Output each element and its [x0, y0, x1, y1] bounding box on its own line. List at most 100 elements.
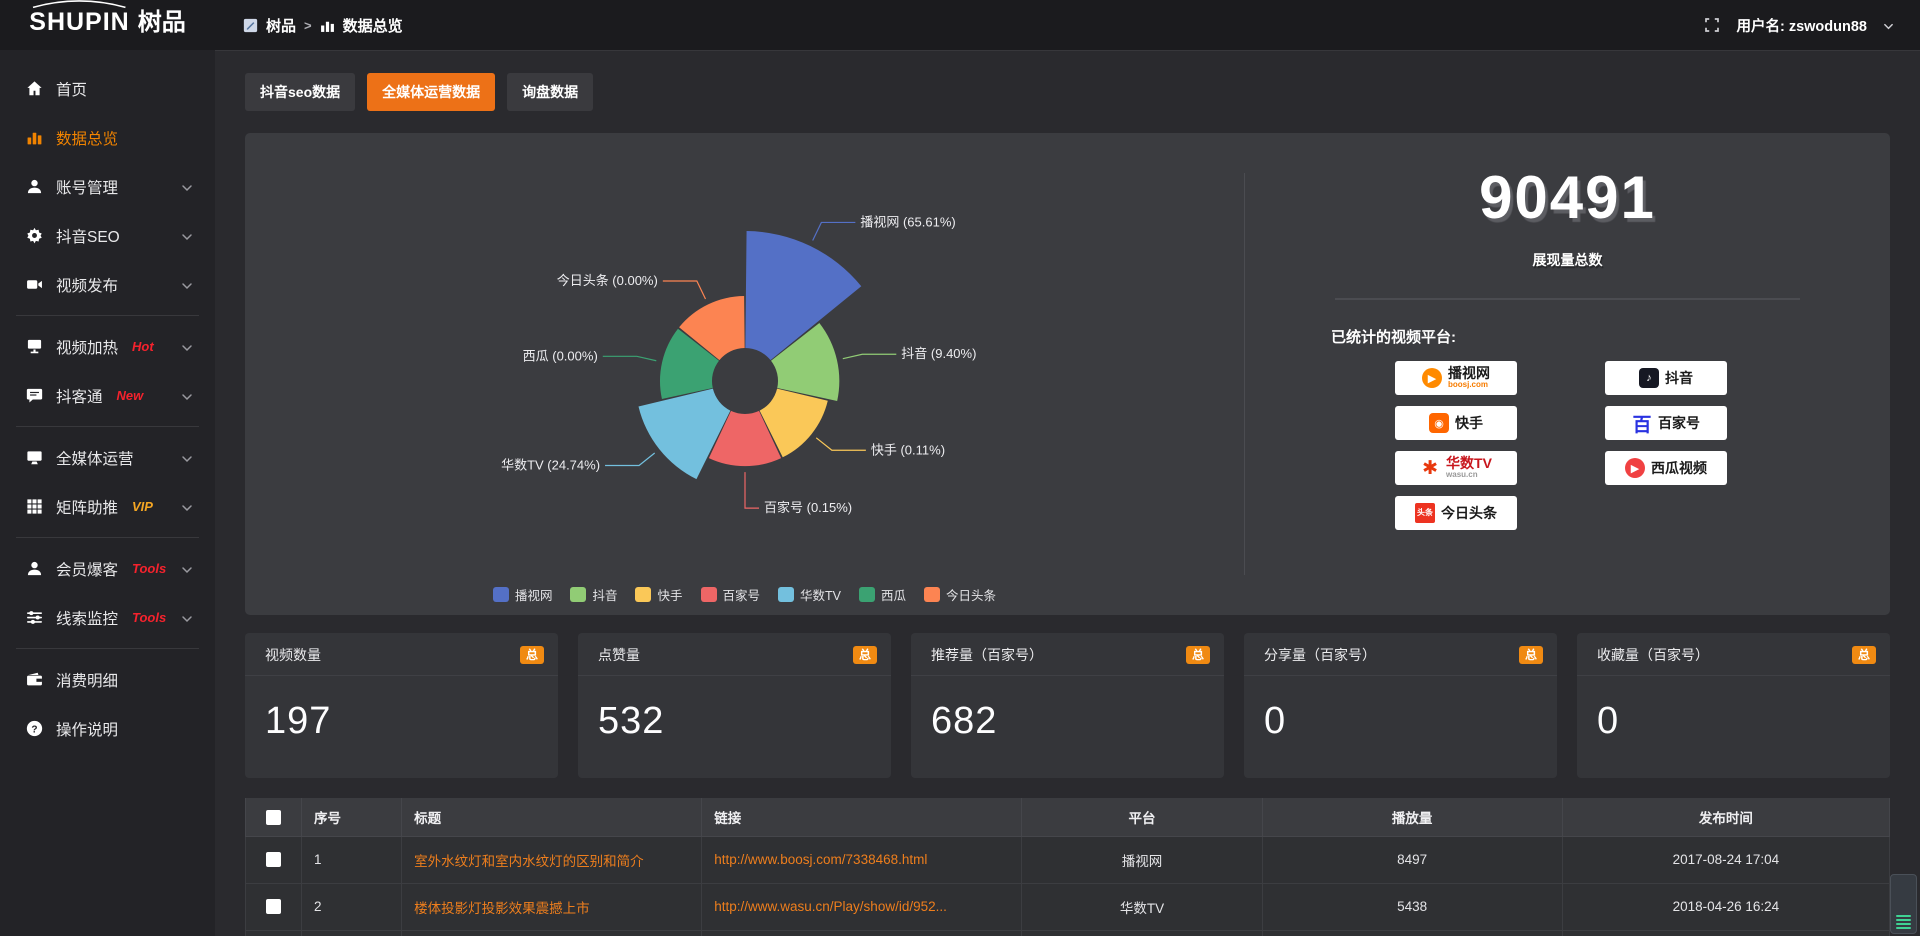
cell-title[interactable]: 楼体投影灯投影效果震撼上市 [401, 882, 703, 931]
legend-swatch [570, 587, 587, 602]
summary-divider [1335, 298, 1800, 300]
cell-plays: 5438 [1261, 882, 1563, 931]
breadcrumb-root[interactable]: 树品 [266, 17, 297, 35]
select-all-checkbox[interactable] [266, 809, 282, 825]
platform-name: 西瓜视频 [1651, 459, 1707, 476]
sidebar-item-heat[interactable]: 视频加热 Hot [0, 322, 215, 371]
legend-item-1[interactable]: 抖音 [570, 585, 617, 604]
sidebar: 首页数据总览 账号管理 抖音SEO 视频发布视频加热 Hot 抖客通 New 全媒体运营 矩阵助… [0, 50, 215, 936]
legend-swatch [492, 587, 509, 602]
platform-column-right: ♪ 抖音百百家号 ▶ 西瓜视频 [1605, 361, 1727, 530]
chevron-down-icon[interactable] [1883, 20, 1894, 31]
pie-slice-5[interactable] [659, 328, 719, 400]
customer-service-widget[interactable] [1890, 874, 1917, 934]
legend-swatch [859, 587, 875, 602]
chevron-down-icon [181, 390, 193, 402]
sidebar-item-user[interactable]: 账号管理 [0, 162, 215, 211]
bar-chart-icon [320, 18, 335, 33]
stat-card-value: 532 [598, 700, 665, 742]
chevron-down-icon [181, 501, 193, 513]
tab-1[interactable]: 全媒体运营数据 [367, 73, 496, 111]
sidebar-divider [16, 426, 199, 427]
sidebar-item-monitor[interactable]: 全媒体运营 [0, 433, 215, 482]
heat-icon [26, 338, 43, 355]
platform-badge: 头条 今日头条 [1395, 496, 1517, 530]
platform-sub: wasu.cn [1446, 470, 1478, 480]
report-icon [243, 18, 258, 33]
platform-badge: ✱ 华数TV wasu.cn [1395, 451, 1517, 485]
sidebar-item-grid[interactable]: 矩阵助推 VIP [0, 482, 215, 531]
platform-column-left: ▶ 播视网 boosj.com ◉ 快手 ✱ 华数TV wasu.cn 头条 今日头条 [1395, 361, 1517, 530]
column-header: 链接 [701, 798, 1023, 837]
grid-icon [26, 498, 43, 515]
main-content: 抖音seo数据 全媒体运营数据 询盘数据 播视网 (65.61%) 抖音 (9.40%… [215, 50, 1920, 936]
stat-card-title: 点赞量 [598, 647, 640, 663]
data-tabs: 抖音seo数据 全媒体运营数据 询盘数据 [245, 73, 1890, 111]
row-checkbox[interactable] [266, 852, 282, 868]
tab-2[interactable]: 询盘数据 [507, 73, 594, 111]
sidebar-item-label: 首页 [56, 81, 88, 99]
row-checkbox[interactable] [266, 899, 282, 915]
pie-label-6: 今日头条 (0.00%) [556, 273, 657, 288]
sidebar-item-chat[interactable]: 抖客通 New [0, 371, 215, 420]
chevron-down-icon [181, 452, 193, 464]
pie-slice-0[interactable] [744, 231, 861, 361]
column-header: 平台 [1021, 798, 1263, 837]
cell-platform: 华数TV [1021, 882, 1263, 931]
sidebar-item-sliders[interactable]: 线索监控 Tools [0, 593, 215, 642]
legend-label: 华数TV [800, 589, 841, 603]
sidebar-item-tag: Hot [132, 339, 154, 354]
sidebar-item-home[interactable]: 首页 [0, 64, 215, 113]
cell-title[interactable]: 室外水纹灯和室内水纹灯的区别和简介 [401, 835, 703, 884]
sidebar-item-chart[interactable]: 数据总览 [0, 113, 215, 162]
sliders-icon [26, 609, 43, 626]
fullscreen-icon[interactable] [1704, 17, 1720, 33]
cell-link[interactable]: http://www.boosj.com/7338468.html [701, 835, 1023, 884]
rose-chart: 播视网 (65.61%) 抖音 (9.40%) 快手 (0.11%) 百家号 (0.1… [501, 214, 976, 515]
tab-0[interactable]: 抖音seo数据 [245, 73, 356, 111]
video-icon [26, 276, 43, 293]
monitor-icon [26, 449, 43, 466]
cell-platform: 播视网 [1021, 835, 1263, 884]
sidebar-divider [16, 315, 199, 316]
sidebar-item-video[interactable]: 视频发布 [0, 260, 215, 309]
table-row: 2 楼体投影灯投影效果震撼上市 http://www.wasu.cn/Play/sh… [244, 882, 1891, 931]
legend-label: 快手 [657, 589, 683, 603]
pie-slice-3[interactable] [708, 410, 781, 467]
stat-card-title: 收藏量（百家号） [1597, 647, 1709, 663]
legend-item-4[interactable]: 华数TV [778, 585, 841, 604]
cell-no: 1 [301, 835, 403, 884]
label-leader-line [842, 353, 896, 360]
user-icon [26, 178, 43, 195]
platform-name: 今日头条 [1441, 504, 1497, 521]
pie-slice-6[interactable] [678, 296, 745, 361]
sidebar-item-wallet[interactable]: 消费明细 [0, 655, 215, 704]
sidebar-item-question[interactable]: ? 操作说明 [0, 704, 215, 753]
sidebar-item-gear[interactable]: 抖音SEO [0, 211, 215, 260]
legend-item-6[interactable]: 今日头条 [924, 585, 996, 604]
chart-icon [26, 129, 43, 146]
sidebar-item-label: 抖客通 [56, 388, 103, 406]
legend-item-5[interactable]: 西瓜 [859, 585, 906, 604]
legend-item-0[interactable]: 播视网 [492, 585, 552, 604]
pie-slice-4[interactable] [637, 388, 730, 480]
stat-card-title: 分享量（百家号） [1264, 647, 1376, 663]
breadcrumb-current[interactable]: 数据总览 [342, 17, 403, 35]
legend-swatch [924, 587, 941, 602]
logo-text-cn: 树品 [137, 8, 186, 36]
svg-text:?: ? [31, 724, 37, 735]
pie-slice-1[interactable] [770, 322, 839, 402]
platform-name: 百家号 [1658, 414, 1700, 431]
sidebar-item-user[interactable]: 会员爆客 Tools [0, 544, 215, 593]
total-badge: 总 [519, 646, 544, 664]
sidebar-item-label: 消费明细 [56, 672, 119, 690]
stat-cards: 视频数量总 197 点赞量总 532 推荐量（百家号）总 682 分享量（百家号）总 0 收藏量… [245, 633, 1890, 778]
pie-slice-2[interactable] [759, 388, 828, 458]
username-label[interactable]: 用户名: zswodun88 [1736, 18, 1867, 35]
cell-link[interactable]: http://www.wasu.cn/Play/show/id/952... [701, 882, 1023, 931]
sidebar-item-tag: Tools [132, 610, 167, 625]
pie-label-0: 播视网 (65.61%) [860, 214, 955, 229]
legend-item-3[interactable]: 百家号 [700, 585, 760, 604]
total-impressions-value: 90491 [1479, 164, 1656, 231]
legend-item-2[interactable]: 快手 [635, 585, 683, 604]
